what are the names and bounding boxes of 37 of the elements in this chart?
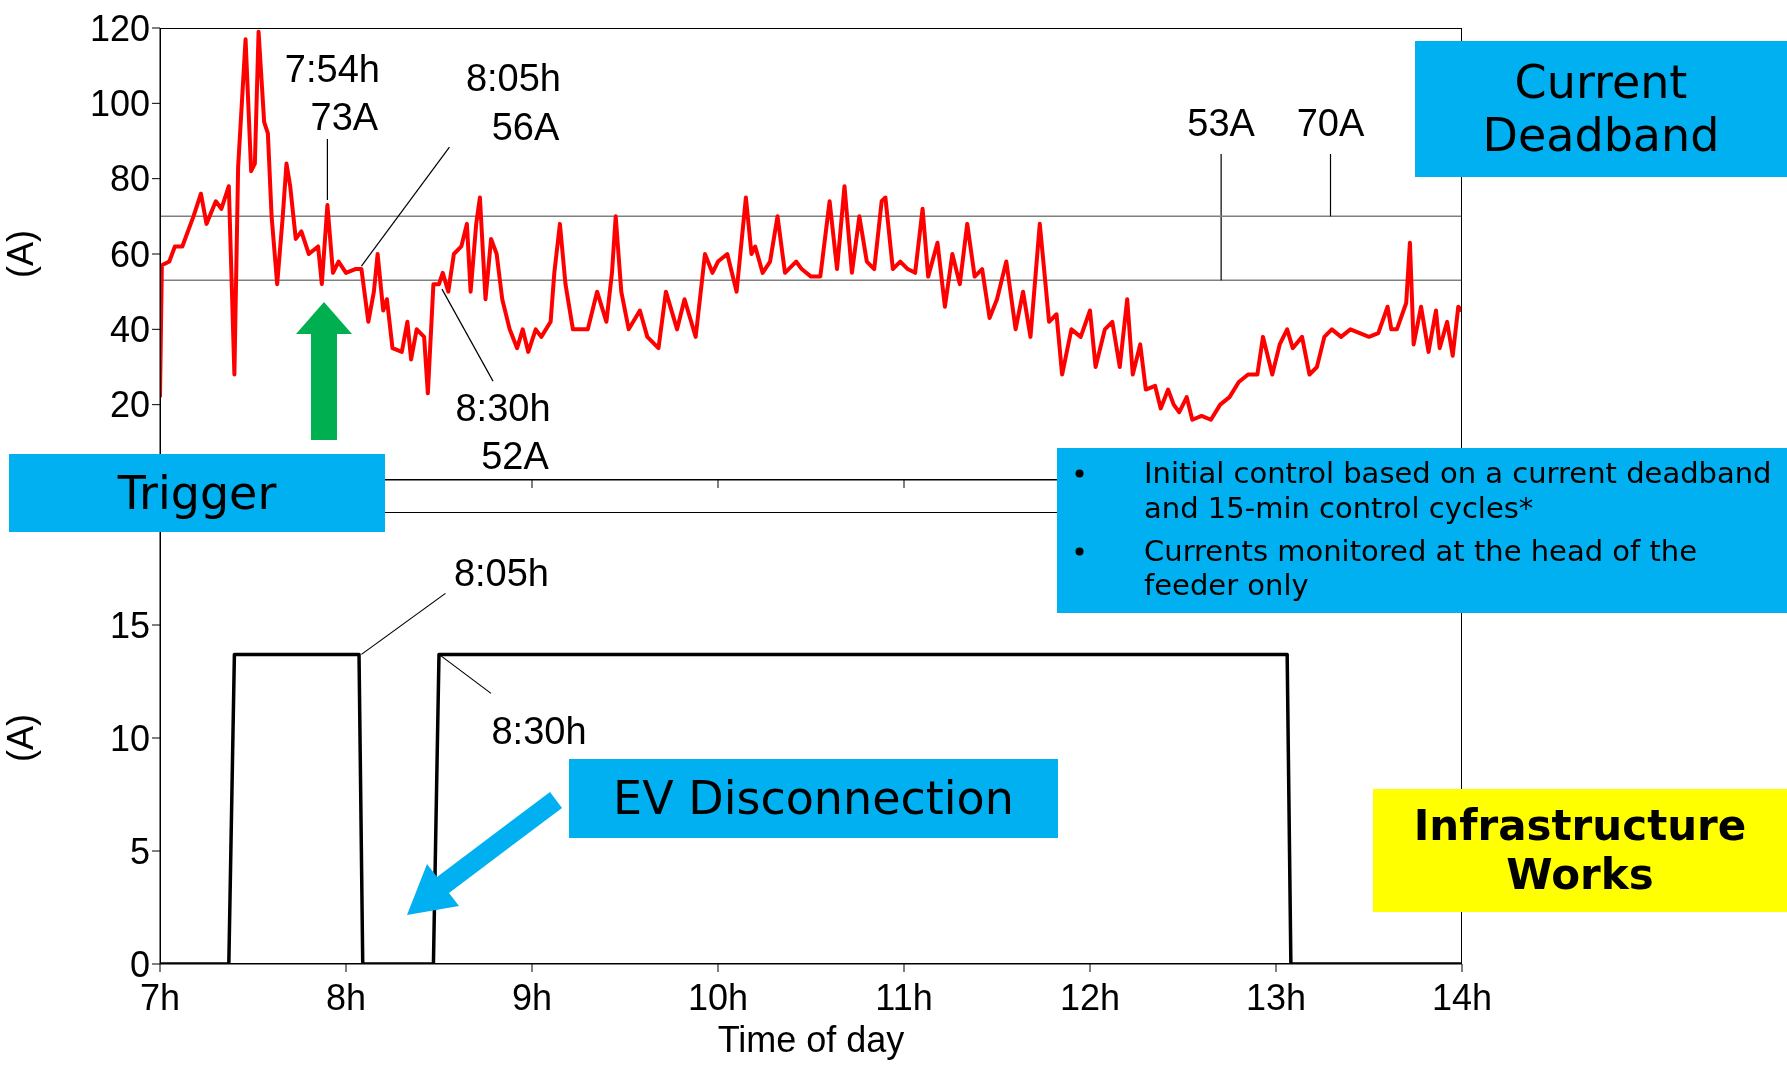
x-tick-label: 14h: [1431, 976, 1493, 1018]
y-tick-label: 15: [109, 604, 150, 646]
y-tick-label: 60: [109, 233, 150, 275]
x-tick-label: 11h: [875, 976, 933, 1018]
callout-box: EV Disconnection: [569, 759, 1058, 838]
annotation: 8:30h 52A: [455, 387, 551, 478]
x-tick-label: 13h: [1245, 976, 1307, 1018]
note-box: Initial control based on a current deadband and 15-min control cycles* Currents monitored at the head of the feeder only: [1057, 448, 1787, 613]
y-axis-title: (A): [0, 714, 41, 762]
annotation: 7:54h 73A: [284, 48, 380, 139]
callout-box: Trigger: [9, 454, 385, 532]
y-axis-title: (A): [0, 230, 41, 278]
x-axis-title: Time of day: [717, 1019, 905, 1060]
y-tick-label: 100: [89, 83, 150, 125]
annotation: 8:30h: [491, 710, 587, 753]
x-tick-label: 10h: [687, 976, 749, 1018]
annotation: Currents monitored at the head of the feeder only: [1144, 533, 1699, 604]
y-tick-label: 80: [109, 158, 150, 200]
annotation: 8:05h: [453, 552, 549, 595]
x-tick-label: 12h: [1059, 976, 1121, 1018]
x-tick-label: 8h: [325, 976, 367, 1018]
annotation: EV Disconnection: [613, 771, 1014, 826]
callout-box: Current Deadband: [1415, 41, 1787, 177]
y-tick-label: 10: [109, 717, 150, 759]
y-tick-label: 40: [109, 309, 150, 351]
y-tick-label: 20: [109, 384, 150, 426]
annotation: 8:05h 56A: [465, 57, 561, 149]
callout-box: Infrastructure Works: [1373, 789, 1787, 912]
annotation: Infrastructure Works: [1412, 801, 1748, 899]
annotation: Initial control based on a current deadband and 15-min control cycles*: [1144, 456, 1773, 526]
ref-line-label: 70A: [1296, 102, 1365, 144]
ref-line-label: 53A: [1187, 102, 1256, 144]
line-series: [160, 29, 1462, 422]
y-tick-label: 5: [129, 830, 150, 872]
x-tick-label: 9h: [511, 976, 553, 1018]
annotation: Trigger: [117, 465, 277, 520]
y-tick-label: 120: [89, 7, 150, 49]
